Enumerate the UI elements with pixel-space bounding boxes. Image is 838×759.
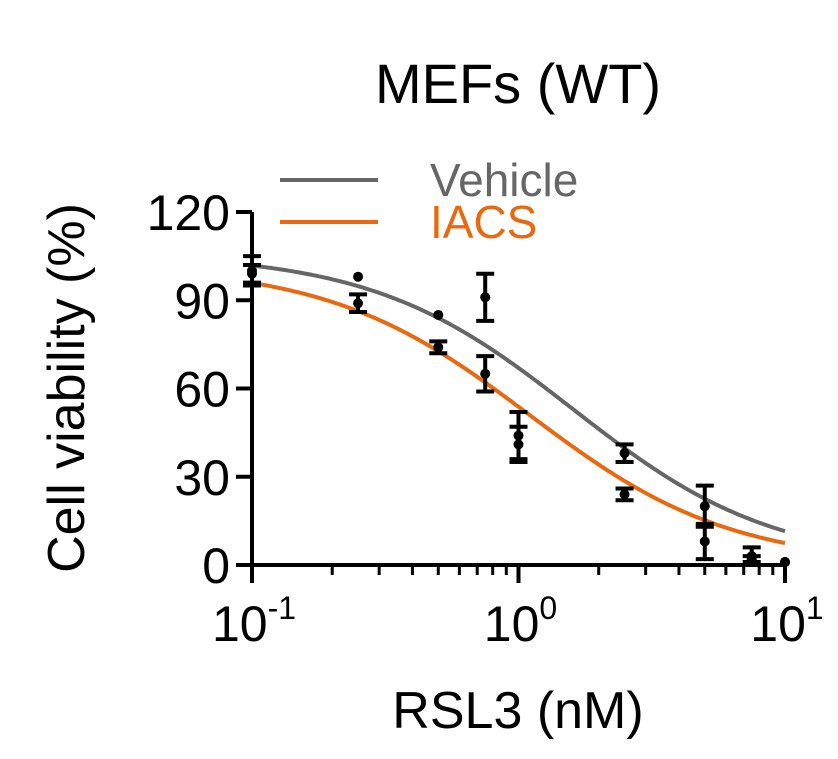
data-point-vehicle <box>353 271 364 282</box>
data-point-iacs <box>619 489 630 500</box>
x-tick-label: 10-1 <box>212 590 296 652</box>
y-tick-label: 90 <box>174 273 230 329</box>
data-point-iacs <box>480 368 491 379</box>
y-tick-label: 120 <box>147 185 230 241</box>
data-point-iacs <box>746 554 757 565</box>
x-ticks: 10-1 100 101 <box>212 565 824 652</box>
y-tick-label: 60 <box>174 362 230 418</box>
y-axis-label: Cell viability (%) <box>38 203 96 573</box>
fit-curves <box>251 263 786 545</box>
y-ticks: 0 30 60 90 120 <box>147 185 252 594</box>
data-point-iacs <box>247 268 257 279</box>
x-tick-label: 101 <box>750 590 823 652</box>
legend-label-iacs: IACS <box>430 196 537 248</box>
data-point-vehicle <box>433 309 444 320</box>
y-tick-label: 0 <box>202 538 230 594</box>
data-point-vehicle <box>699 501 710 512</box>
data-point-iacs <box>353 298 364 309</box>
data-point-vehicle <box>619 448 630 459</box>
data-point-iacs <box>513 439 524 450</box>
data-point-iacs <box>780 557 790 568</box>
data-point-iacs <box>699 536 710 547</box>
data-point-vehicle <box>480 292 491 303</box>
x-tick-label: 100 <box>484 590 557 652</box>
y-tick-label: 30 <box>174 450 230 506</box>
legend-label-vehicle: Vehicle <box>430 154 578 206</box>
fit-curve-iacs <box>251 280 786 545</box>
chart-title: MEFs (WT) <box>375 52 661 115</box>
data-point-iacs <box>433 342 444 353</box>
x-axis-label: RSL3 (nM) <box>392 682 643 740</box>
fit-curve-vehicle <box>251 263 786 534</box>
data-points <box>243 254 790 568</box>
